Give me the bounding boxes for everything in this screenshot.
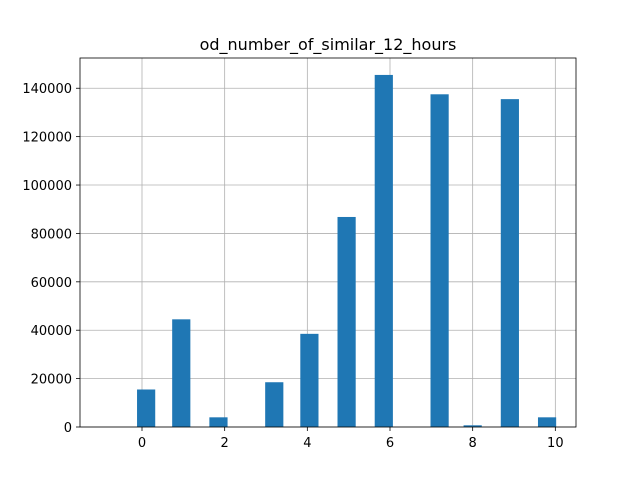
y-tick-label: 100000: [22, 179, 72, 194]
axes-layer: 0 2 4 6 8 10 0 20000 40000 60000 80000 100000 120000…: [22, 57, 577, 451]
x-tick-label: 6: [386, 436, 394, 451]
y-tick-label: 140000: [22, 82, 72, 97]
y-tick-label: 0: [64, 421, 72, 436]
x-tick-label: 4: [303, 436, 311, 451]
plot-frame: [79, 57, 577, 428]
histogram-bar: [337, 216, 356, 427]
histogram-bar: [137, 389, 156, 427]
bars-layer: [137, 74, 557, 428]
y-tick-label: 80000: [31, 227, 72, 242]
y-tick-label: 120000: [22, 131, 72, 146]
histogram-bar: [172, 319, 191, 427]
histogram-bar: [300, 333, 319, 427]
histogram-bar: [463, 425, 482, 427]
histogram-bar: [374, 74, 393, 427]
histogram-bar: [430, 94, 449, 428]
grid-layer: [80, 58, 576, 428]
y-tick-label: 20000: [31, 373, 72, 388]
y-tick-label: 60000: [31, 276, 72, 291]
chart-title: od_number_of_similar_12_hours: [200, 35, 457, 55]
x-tick-label: 2: [221, 436, 229, 451]
histogram-bar: [537, 417, 557, 427]
x-tick-label: 8: [469, 436, 477, 451]
x-tick-label: 0: [138, 436, 146, 451]
histogram-bar: [265, 382, 284, 427]
histogram-bar: [500, 99, 519, 427]
y-tick-label: 40000: [31, 324, 72, 339]
x-tick-label: 10: [547, 436, 564, 451]
histogram-bar: [209, 417, 228, 427]
